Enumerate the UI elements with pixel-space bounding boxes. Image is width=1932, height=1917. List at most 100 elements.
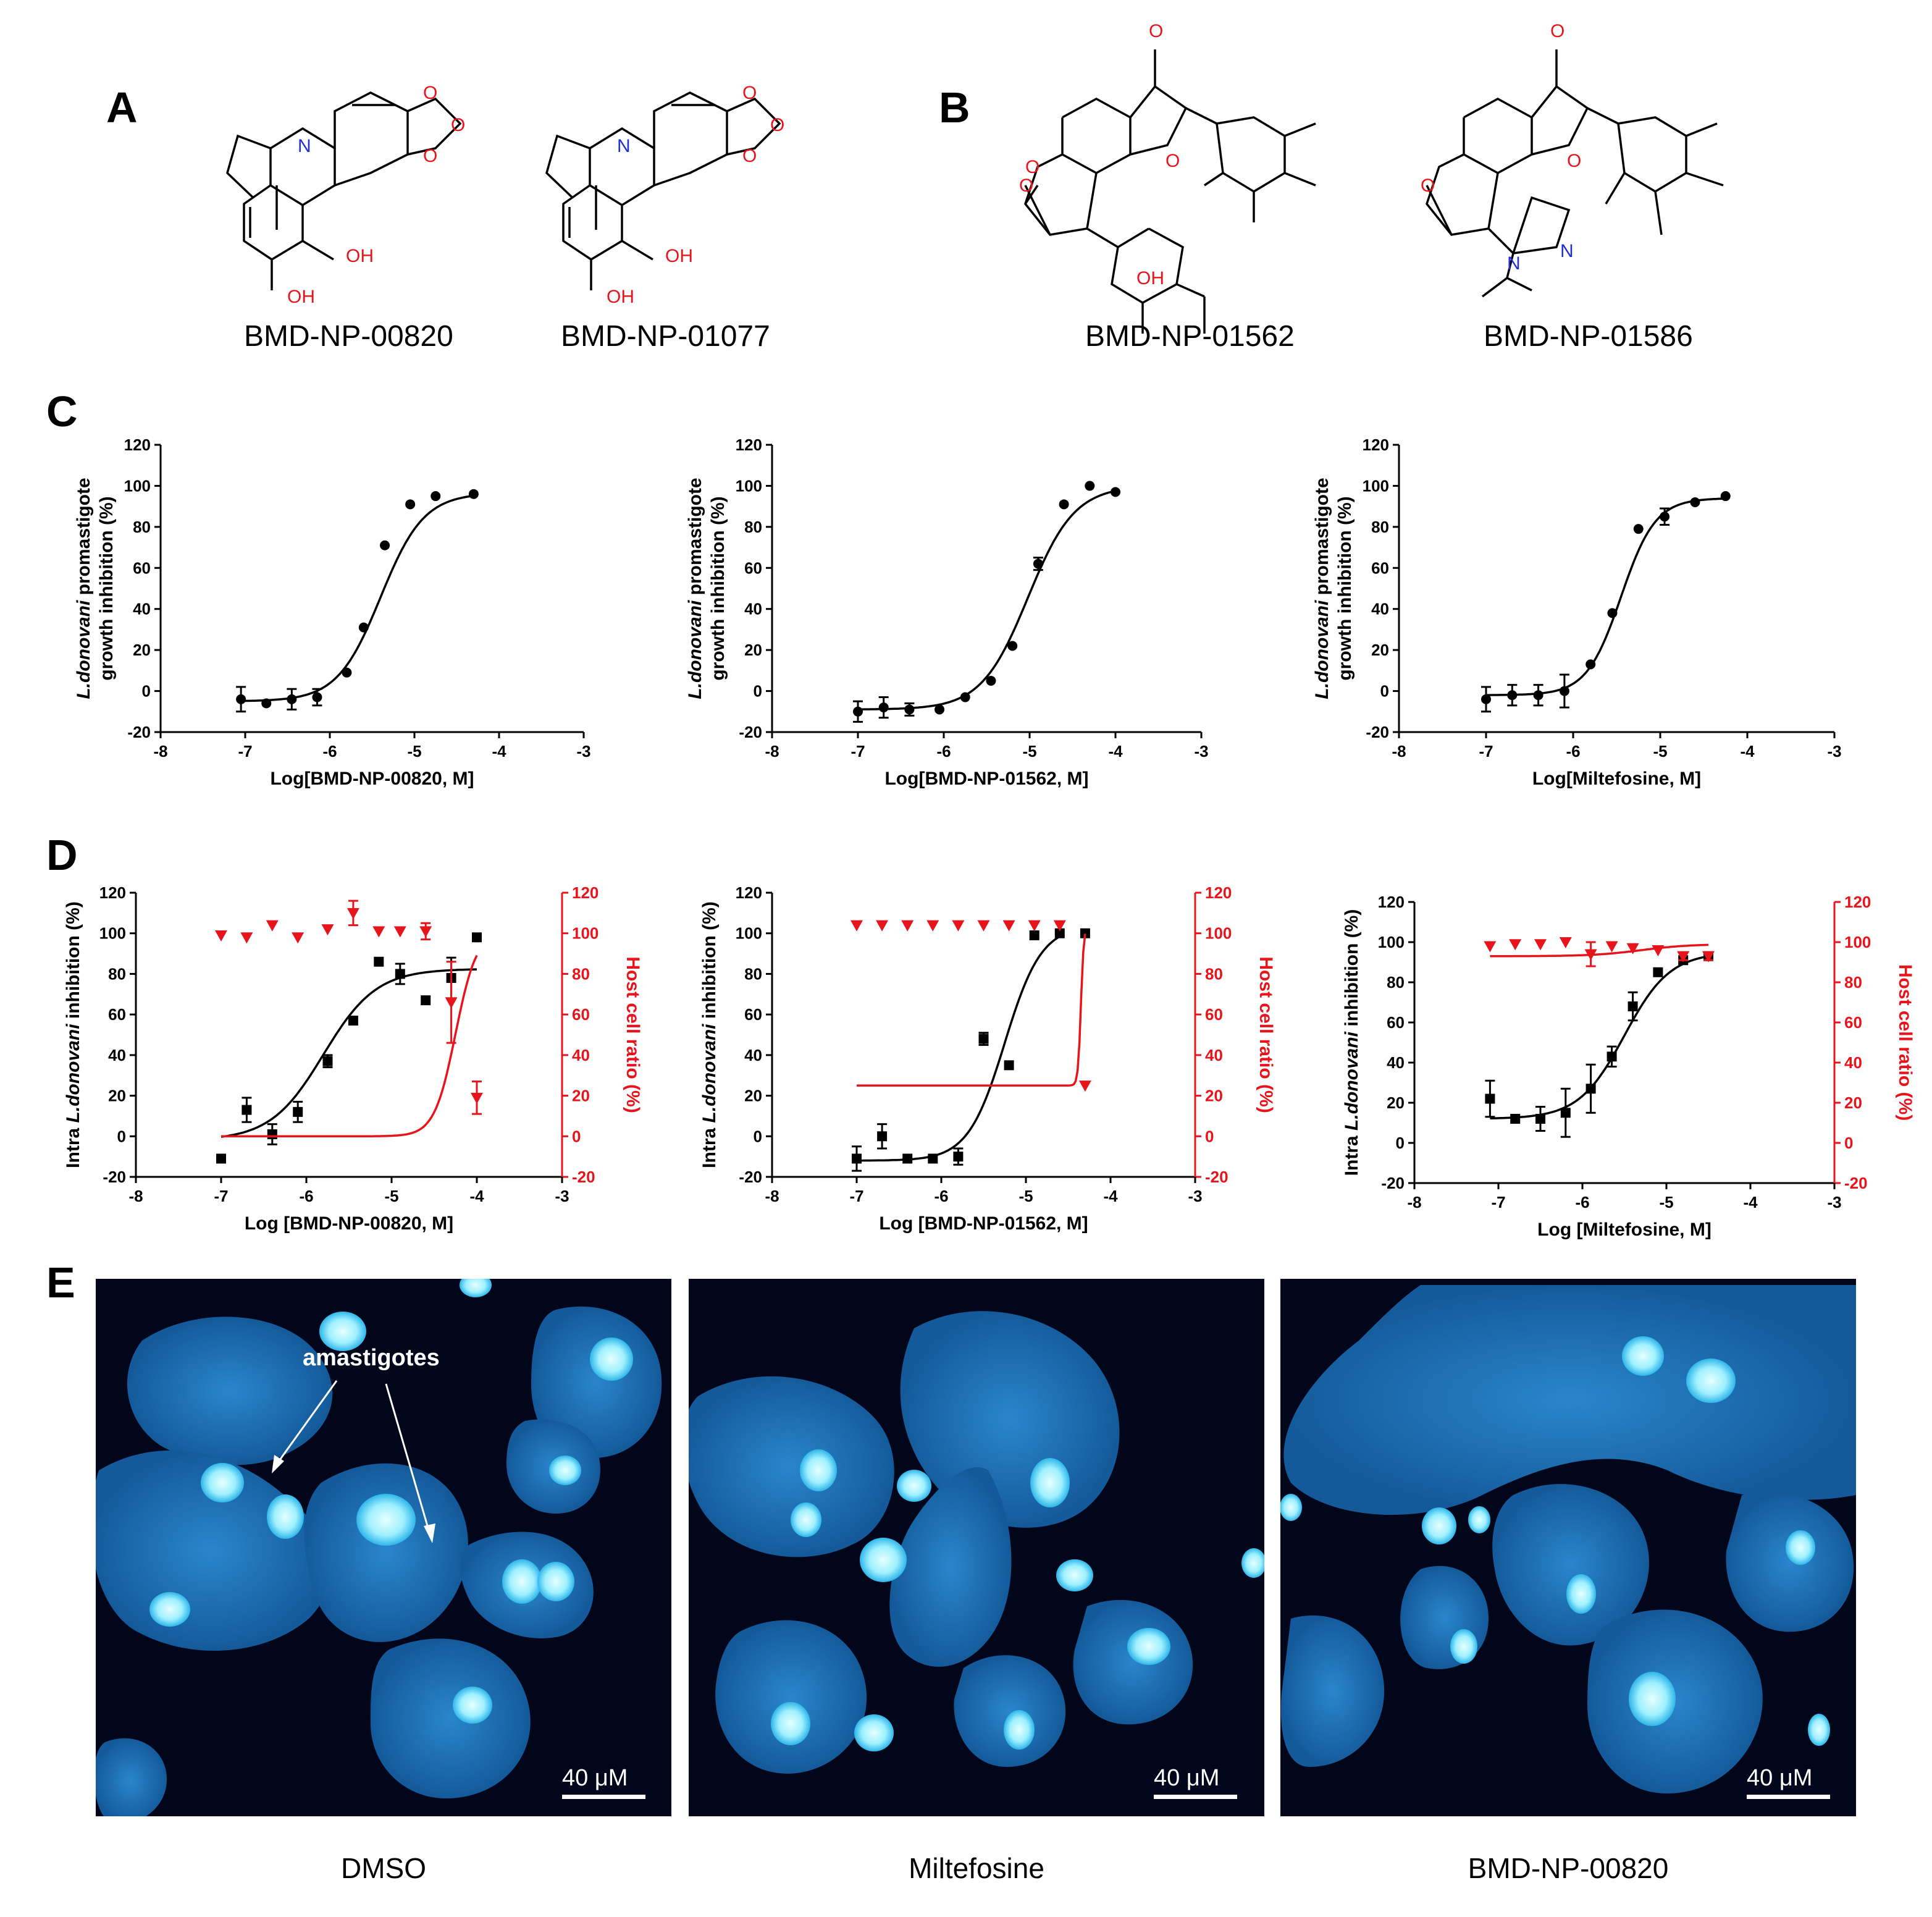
data-point [1720,491,1731,502]
y-axis-label-text: promastigote [74,478,94,600]
data-point [1677,951,1690,963]
y2-tick-label: 20 [1844,1093,1862,1112]
y-tick-label: 80 [133,518,151,536]
x-axis-label: Log [Miltefosine, M] [1537,1220,1712,1240]
data-point [405,499,416,510]
x-axis-label: Log [BMD-NP-01562, M] [879,1213,1088,1234]
structure-bmd-np-01586 [1426,49,1724,298]
y-axis-label-line2: growth inhibition (%) [1335,496,1355,680]
y-axis-label-text: inhibition (%) [1342,909,1362,1032]
y-tick-label: 100 [1363,476,1389,495]
data-point [878,702,889,713]
data-point [342,667,352,678]
data-point [901,920,914,932]
y2-tick-label: 0 [1844,1134,1853,1152]
y2-tick-label: 100 [1205,924,1232,943]
x-tick-label: -7 [1479,742,1493,760]
data-point [374,956,384,967]
data-point [471,1092,483,1104]
y-tick-label: 0 [142,682,151,701]
data-point [902,1153,913,1164]
scalebar-label: 40 μM [1747,1765,1812,1791]
y2-tick-label: 0 [572,1127,581,1145]
data-point [346,908,359,919]
y-tick-label: 100 [99,924,126,943]
data-point [358,622,369,633]
y-tick-label: 60 [108,1005,126,1024]
atom-oh: OH [346,246,374,266]
y-tick-label: 40 [744,1046,762,1064]
y2-tick-label: 40 [1205,1046,1223,1064]
data-point [1054,928,1065,938]
x-tick-label: -6 [322,742,337,760]
data-point [216,1153,226,1164]
x-tick-label: -8 [765,1187,779,1205]
atom-n: N [298,136,311,156]
x-tick-label: -5 [407,742,421,760]
y2-tick-label: 20 [572,1087,590,1105]
y-axis-label-species: L.donovani [63,1024,83,1123]
atom-oh: OH [665,246,693,266]
y-tick-label: 0 [754,1127,762,1145]
x-tick-label: -8 [1407,1193,1421,1211]
data-point [1080,928,1090,938]
y-axis-label-text: promastigote [1312,478,1332,600]
x-axis-label: Log[BMD-NP-01562, M] [884,769,1088,789]
y-tick-label: 20 [1387,1093,1405,1112]
y-axis-label-line2: growth inhibition (%) [708,496,728,680]
x-tick-label: -4 [1108,742,1123,760]
y-tick-label: 40 [108,1046,126,1064]
data-point [1586,1084,1596,1094]
x-tick-label: -7 [214,1187,228,1205]
data-point [1633,524,1644,534]
fit-curve [858,489,1116,710]
x-tick-label: -4 [1740,742,1755,760]
data-point [877,1131,888,1142]
atom-n: N [1507,253,1521,274]
data-point [1559,937,1572,948]
y-tick-label: 0 [1380,682,1389,701]
data-point [1028,920,1041,932]
x-tick-label: -7 [849,1187,863,1205]
x-tick-label: -6 [934,1187,948,1205]
scalebar-label: 40 μM [1154,1765,1219,1791]
chart-d1: -20 0 20 40 60 80 100 120 -20 0 20 40 60 80 100 120 -8 -7… [63,883,643,1234]
x-tick-label: -7 [1491,1193,1505,1211]
caption-bmd-np-00820: BMD-NP-00820 [1468,1852,1669,1884]
y-axis-label-text: promastigote [685,478,705,600]
fit-curve [221,954,478,1138]
atom-o: O [1550,21,1564,41]
atom-oh: OH [607,287,634,307]
x-tick-label: -8 [765,742,779,760]
scalebar [1154,1795,1237,1799]
data-point [287,694,297,704]
y-tick-label: 40 [744,600,762,618]
data-point [1007,641,1018,651]
y-axis-label: Intra L.donovani inhibition (%) [63,901,83,1168]
y-axis-label-line2: growth inhibition (%) [96,496,117,680]
data-point [292,932,304,944]
x-tick-label: -8 [153,742,167,760]
y-axis-label-species: L.donovani [1312,600,1332,699]
y2-tick-label: 60 [1205,1005,1223,1024]
y-tick-label: 80 [744,518,762,536]
y-axis-label: Intra L.donovani inhibition (%) [1342,909,1362,1176]
data-point [928,1153,938,1164]
y-tick-label: 20 [133,641,151,659]
fit-curve [241,494,474,702]
y-tick-label: 60 [133,558,151,577]
x-tick-label: -6 [1566,742,1580,760]
data-point [960,692,970,702]
data-point [261,698,272,709]
y-tick-label: 80 [1387,973,1405,992]
caption-miltefosine: Miltefosine [909,1852,1044,1884]
data-point [850,920,863,932]
data-point [952,920,965,932]
data-point [1484,941,1497,953]
y2-axis-label: Host cell ratio (%) [1256,956,1276,1113]
y-tick-label: 60 [1371,558,1389,577]
chart-c2: -20 0 20 40 60 80 100 120 -8 -7 -6 -5 -4 -3 Log[BMD-NP… [685,436,1209,789]
data-point [393,926,406,938]
data-point [1033,558,1043,569]
structure-bmd-np-00820 [226,91,462,290]
